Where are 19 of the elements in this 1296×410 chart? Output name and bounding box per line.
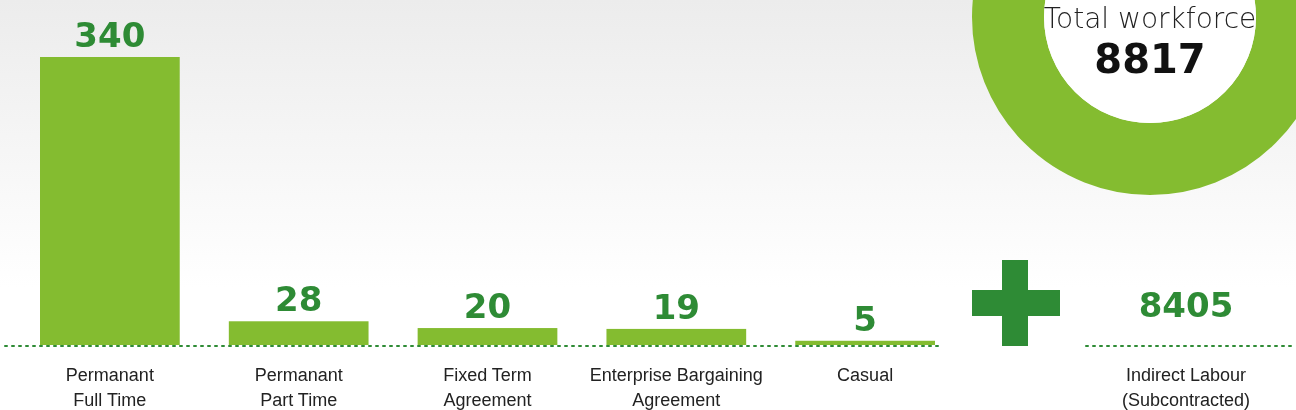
text: 8405 [1138, 285, 1234, 325]
bar [417, 328, 558, 345]
data-label: 340 [74, 15, 146, 55]
x-tick-label: Fixed Term Agreement [443, 365, 532, 410]
text: 8817 [1094, 36, 1206, 82]
x-tick-label: Permanant Part Time [254, 365, 343, 410]
x-tick-label: Enterprise Bargaining Agreement [589, 365, 763, 410]
data-label: 5 [853, 298, 877, 339]
data-label: 19 [652, 286, 700, 327]
bar [606, 328, 747, 345]
x-tick-label: Permanant Full Time [65, 365, 154, 410]
x-tick-label: Casual [837, 365, 894, 385]
bar [228, 321, 369, 345]
data-label: 20 [463, 286, 512, 327]
bar [795, 340, 935, 345]
text: Total workforce [1043, 2, 1257, 35]
bar [40, 57, 180, 345]
data-label: 28 [275, 279, 323, 320]
text: Indirect Labour (Subcontracted) [1121, 365, 1251, 410]
